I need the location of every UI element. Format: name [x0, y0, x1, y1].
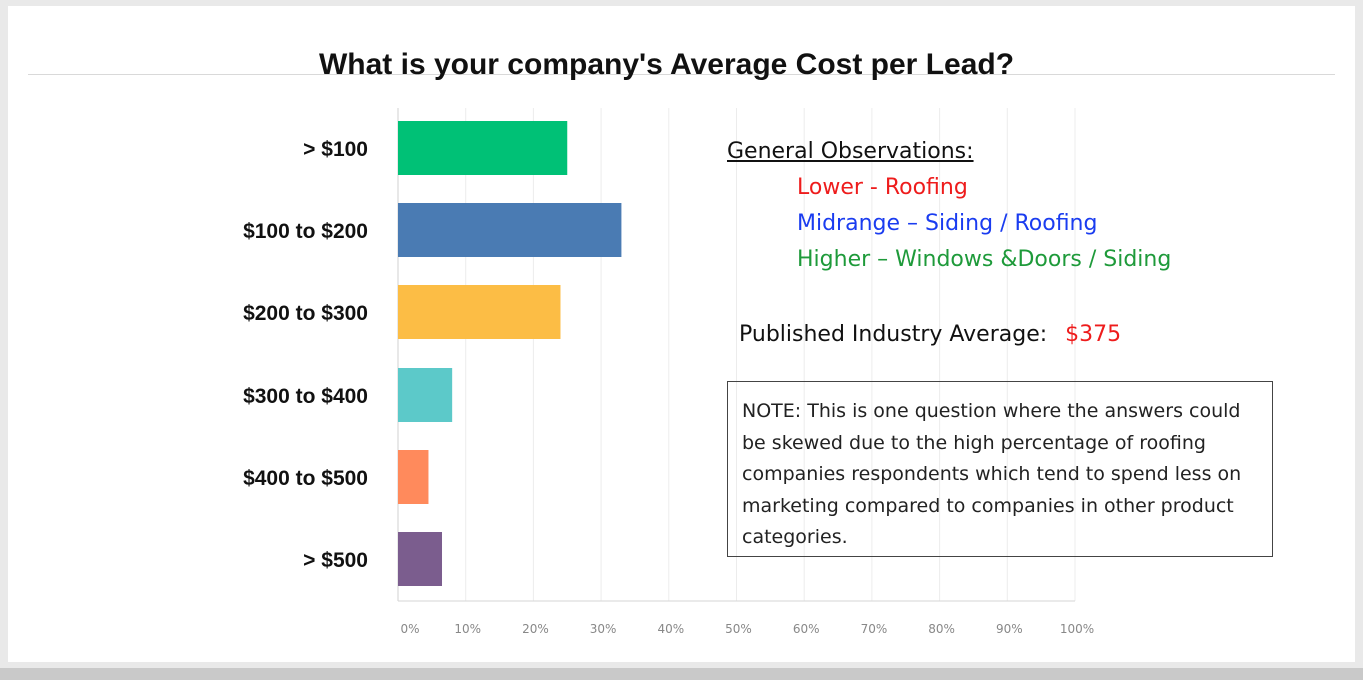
x-tick-label: 40%	[657, 622, 684, 636]
category-label: $300 to $400	[243, 385, 368, 408]
bar	[398, 203, 622, 257]
industry-average: Published Industry Average: $375	[739, 322, 1121, 347]
x-tick-label: 100%	[1060, 622, 1094, 636]
note-box: NOTE: This is one question where the ans…	[727, 381, 1273, 557]
bar	[398, 450, 429, 504]
chart-title: What is your company's Average Cost per …	[318, 48, 1015, 81]
category-label: > $100	[303, 138, 368, 161]
x-tick-label: 10%	[454, 622, 481, 636]
general-observations: General Observations: Lower - Roofing Mi…	[727, 134, 1171, 278]
slide-frame	[8, 6, 1355, 662]
x-tick-label: 0%	[400, 622, 419, 636]
bar	[398, 121, 568, 175]
x-tick-label: 90%	[996, 622, 1023, 636]
bar	[398, 285, 561, 339]
grid-layer	[397, 108, 1076, 602]
bar	[398, 368, 453, 422]
observation-higher: Higher – Windows &Doors / Siding	[797, 247, 1172, 272]
category-label: > $500	[303, 549, 368, 572]
bottom-scrollbar[interactable]	[0, 668, 1363, 680]
category-label: $200 to $300	[243, 302, 368, 325]
bar	[398, 532, 443, 586]
category-label: $400 to $500	[243, 467, 368, 490]
x-tick-label: 80%	[928, 622, 955, 636]
industry-average-value: $375	[1065, 322, 1122, 347]
bar-layer	[398, 121, 622, 586]
industry-average-label: Published Industry Average:	[739, 322, 1048, 347]
x-tick-label: 20%	[522, 622, 549, 636]
observation-midrange: Midrange – Siding / Roofing	[797, 211, 1098, 236]
x-tick-label: 60%	[793, 622, 820, 636]
x-tick-label: 30%	[590, 622, 617, 636]
x-tick-label: 50%	[725, 622, 752, 636]
category-label: $100 to $200	[243, 220, 368, 243]
title-divider	[28, 74, 1335, 75]
observation-lower: Lower - Roofing	[797, 175, 968, 200]
x-tick-labels: 0% 10% 20% 30% 40% 50% 60% 70% 80% 90% 100%	[400, 622, 1094, 636]
category-labels: > $100 $100 to $200 $200 to $300 $300 to $4…	[243, 138, 368, 572]
observations-title: General Observations:	[727, 139, 974, 164]
x-tick-label: 70%	[861, 622, 888, 636]
